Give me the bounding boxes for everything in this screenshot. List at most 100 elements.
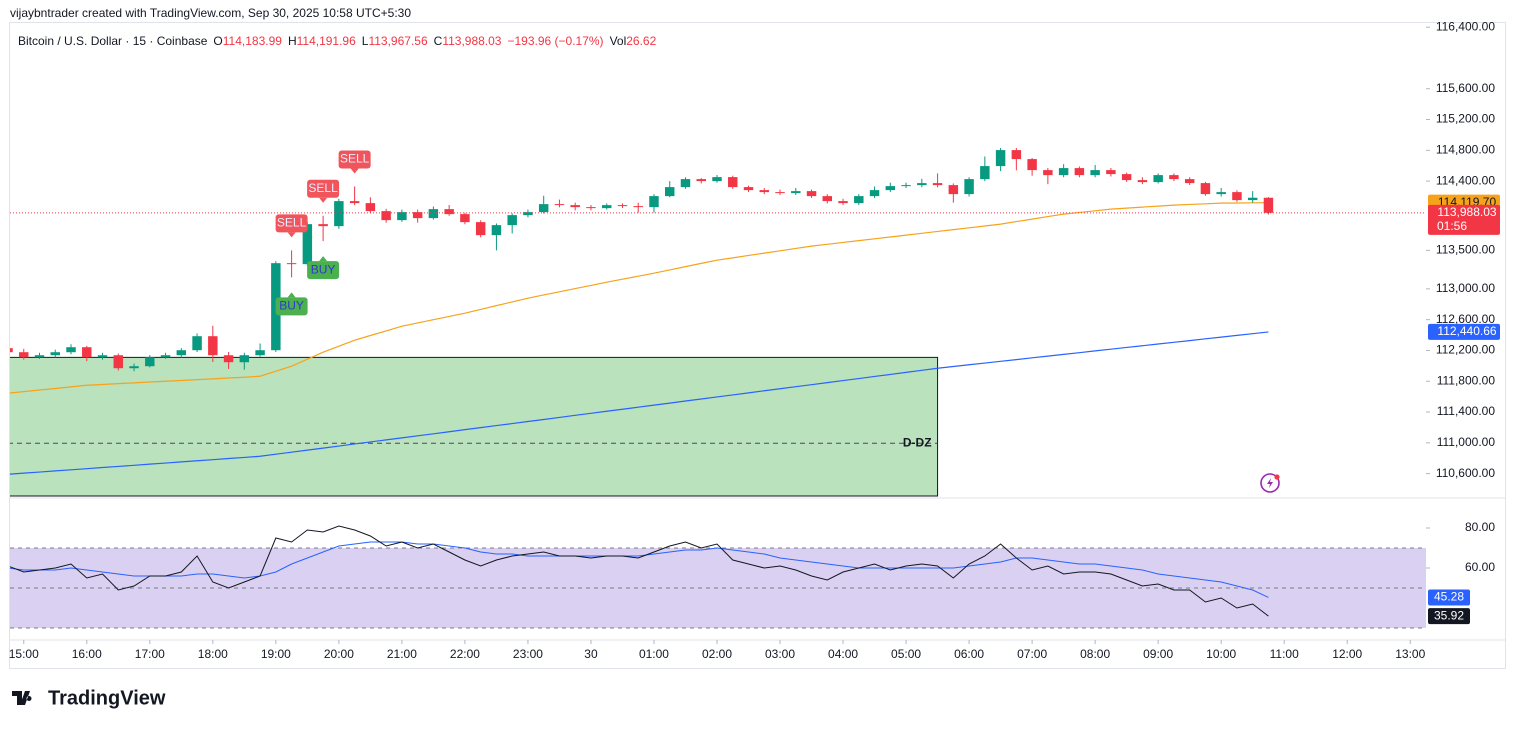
signal-pointer [319, 256, 328, 262]
x-tick-label: 05:00 [891, 647, 921, 661]
candle-body [995, 150, 1006, 167]
candle-body [1121, 174, 1132, 181]
candle-body [964, 179, 974, 195]
x-tick-label: 15:00 [9, 647, 39, 661]
candle-body [901, 185, 911, 187]
candle-body [286, 263, 297, 265]
candle-body [869, 190, 880, 197]
field-value: 26.62 [626, 34, 656, 48]
candle-body [318, 224, 328, 227]
y-tick-label: 60.00 [1465, 560, 1495, 574]
field-value: 113,988.03 [442, 34, 501, 48]
candle-body [255, 350, 265, 356]
candle-body [223, 355, 234, 363]
candle-body [239, 355, 250, 363]
signal-box [338, 150, 371, 169]
candle-body [1184, 179, 1195, 184]
x-tick-label: 20:00 [324, 647, 354, 661]
candle-body [145, 357, 155, 367]
price-label-box [1428, 323, 1500, 340]
rsi-label: 45.28 [1434, 590, 1464, 604]
x-tick-label: 13:00 [1395, 647, 1425, 661]
price-label: 112,440.66 [1437, 324, 1496, 338]
candle-body [129, 366, 139, 369]
price-pane [10, 148, 1426, 497]
candle-body [980, 166, 990, 180]
signal-box [275, 297, 308, 316]
y-tick-label: 80.00 [1465, 520, 1495, 534]
y-tick-label: 115,600.00 [1436, 81, 1495, 95]
field-label: L [362, 34, 369, 48]
y-tick-label: 111,000.00 [1437, 435, 1496, 449]
candle-body [50, 352, 60, 356]
signal-label: SELL [277, 216, 307, 230]
y-tick-label: 112,200.00 [1436, 343, 1495, 357]
candle-body [349, 201, 360, 204]
logo-text: TradingView [48, 687, 166, 709]
demand-zone [10, 356, 939, 497]
frame [9, 22, 1506, 669]
candle-body [665, 187, 675, 197]
field-label: Vol [610, 34, 627, 48]
indicator-line [10, 331, 1269, 475]
x-tick-label: 18:00 [198, 647, 228, 661]
rsi-label-box [1428, 589, 1470, 606]
y-tick-label: 111,400.00 [1437, 404, 1496, 418]
candle-body [491, 225, 502, 236]
byline: vijaybntrader created with TradingView.c… [10, 6, 411, 20]
price-label-box [1428, 204, 1500, 235]
x-tick-label: 22:00 [450, 647, 480, 661]
signal-box [275, 214, 308, 233]
countdown: 01:56 [1437, 219, 1467, 233]
candle-body [1074, 168, 1085, 176]
candle-body [838, 201, 848, 204]
candle-body [917, 183, 927, 186]
x-tick-label: 11:00 [1270, 647, 1299, 661]
candle-body [176, 350, 187, 356]
indicator-line [10, 202, 1269, 394]
candle-body [192, 336, 202, 351]
candle-body [507, 215, 517, 226]
candle-body [208, 336, 218, 356]
y-tick-label: 110,600.00 [1436, 466, 1495, 480]
candle-body [523, 212, 533, 216]
x-tick-label: 06:00 [954, 647, 984, 661]
field-value: −193.96 (−0.17%) [507, 34, 603, 48]
candle-body [775, 192, 785, 194]
candle-body [1090, 170, 1100, 176]
y-tick-label: 111,800.00 [1437, 373, 1496, 387]
x-tick-label: 08:00 [1080, 647, 1110, 661]
signal-label: SELL [340, 152, 370, 166]
candle-body [948, 185, 959, 195]
candle-body [1058, 168, 1069, 176]
candle-body [759, 190, 769, 193]
candle-body [1153, 175, 1163, 183]
field-value: 114,183.99 [223, 34, 282, 48]
symbol: Bitcoin / U.S. Dollar · 15 · Coinbase [18, 34, 208, 48]
signal-pointer [287, 232, 296, 238]
y-tick-label: 116,400.00 [1436, 19, 1495, 33]
candle-body [1232, 192, 1242, 201]
signal-label: BUY [279, 298, 304, 312]
signal-box [307, 179, 340, 198]
price-label: 113,988.03 [1437, 205, 1496, 219]
signal-label: BUY [311, 262, 336, 276]
candle-body [601, 205, 612, 209]
y-tick-label: 113,000.00 [1436, 281, 1495, 295]
candle-body [791, 191, 801, 194]
legend-text: Bitcoin / U.S. Dollar · 15 · Coinbase O11… [18, 34, 657, 48]
logo: TradingView [12, 687, 166, 709]
x-tick-label: 02:00 [702, 647, 732, 661]
candle-body [381, 211, 391, 221]
candle-body [586, 207, 596, 209]
y-tick-label: 114,400.00 [1436, 173, 1495, 187]
rsi-label-box [1428, 608, 1470, 625]
candle-body [822, 196, 833, 202]
signal-pointer [287, 292, 296, 298]
y-tick-label: 114,800.00 [1436, 142, 1495, 156]
field-label: O [213, 34, 222, 48]
field-label: H [288, 34, 297, 48]
candle-body [1200, 183, 1211, 195]
candle-body [617, 205, 628, 207]
